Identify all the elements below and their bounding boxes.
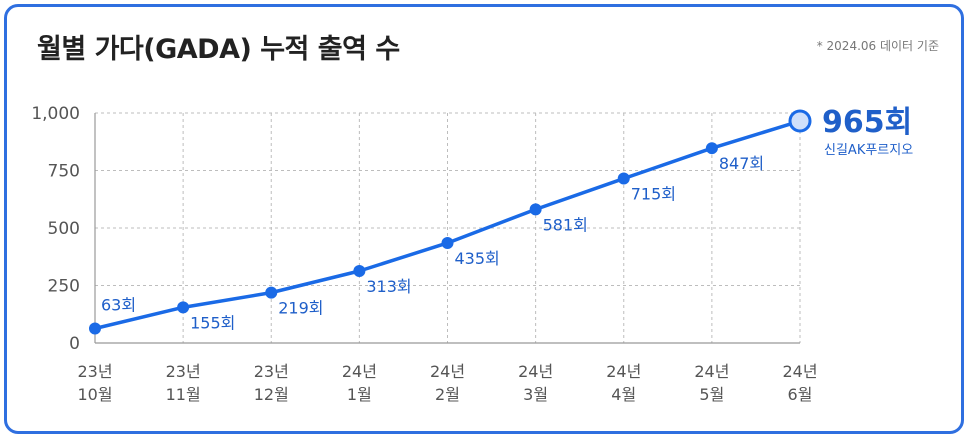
x-tick-label: 12월 [254, 385, 289, 404]
label-layer: 0 250 500 750 1,000 23년 10월 23년 11월 23년 12월 24년 1월 24… [31, 104, 913, 404]
chart-title: 월별 가다(GADA) 누적 출역 수 [37, 34, 400, 65]
x-tick-label: 23년 [166, 362, 201, 381]
data-point [705, 142, 718, 155]
x-tick-label: 3월 [523, 385, 548, 404]
data-label: 715회 [631, 185, 676, 204]
data-point [441, 236, 454, 249]
y-tick-label: 1,000 [31, 104, 80, 124]
x-tick-label: 11월 [166, 385, 201, 404]
series-layer [89, 109, 812, 335]
x-tick-label: 1월 [347, 385, 372, 404]
x-tick-label: 5월 [699, 385, 724, 404]
chart-card: 월별 가다(GADA) 누적 출역 수 * 2024.06 데이터 기준 [4, 4, 964, 434]
y-tick-label: 750 [48, 162, 80, 182]
final-site-label: 신길AK푸르지오 [824, 143, 913, 158]
x-tick-label: 24년 [342, 362, 377, 381]
x-tick-label: 24년 [430, 362, 465, 381]
x-tick-label: 24년 [518, 362, 553, 381]
x-tick-label: 24년 [694, 362, 729, 381]
x-tick-label: 4월 [611, 385, 636, 404]
data-label: 155회 [190, 313, 235, 332]
data-point [265, 286, 278, 299]
y-tick-label: 250 [48, 277, 80, 297]
x-tick-label: 24년 [782, 362, 817, 381]
data-point [89, 322, 101, 335]
x-tick-label: 2월 [435, 385, 460, 404]
data-label: 581회 [543, 215, 588, 234]
series-line [93, 119, 802, 331]
data-basis-note: * 2024.06 데이터 기준 [816, 39, 939, 53]
final-data-point [788, 109, 812, 133]
y-tick-label: 500 [48, 219, 80, 239]
data-label: 313회 [366, 277, 411, 296]
grid-layer [95, 112, 801, 343]
data-point [529, 203, 542, 216]
data-label: 219회 [278, 299, 323, 318]
x-tick-label: 23년 [254, 362, 289, 381]
x-tick-label: 23년 [77, 362, 112, 381]
data-point [617, 172, 630, 185]
data-point [353, 265, 366, 278]
data-point [177, 301, 190, 314]
data-label: 847회 [719, 154, 764, 173]
x-tick-label: 24년 [606, 362, 641, 381]
y-tick-label: 0 [69, 334, 80, 354]
final-value-label: 965회 [822, 105, 912, 140]
data-label: 63회 [101, 296, 136, 315]
data-label: 435회 [455, 249, 500, 268]
x-tick-label: 6월 [788, 385, 813, 404]
axis-layer [94, 113, 800, 344]
x-tick-label: 10월 [77, 385, 112, 404]
